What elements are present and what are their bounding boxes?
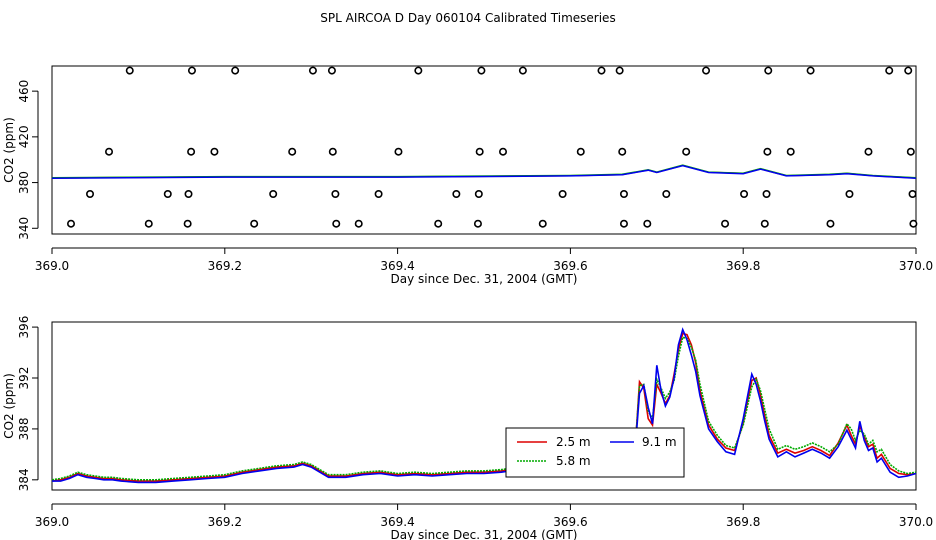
calibration-point bbox=[187, 147, 196, 156]
x-tick-label: 369.4 bbox=[380, 515, 414, 529]
x-tick-label: 369.8 bbox=[726, 259, 760, 273]
y-tick-label: 460 bbox=[17, 80, 31, 103]
series-line bbox=[52, 327, 917, 484]
calibration-point bbox=[806, 66, 815, 75]
calibration-point bbox=[125, 66, 134, 75]
y-tick-label: 388 bbox=[17, 417, 31, 440]
x-axis-label: Day since Dec. 31, 2004 (GMT) bbox=[391, 272, 578, 286]
calibration-point bbox=[908, 190, 917, 199]
calibration-point bbox=[662, 190, 671, 199]
calibration-point bbox=[332, 219, 341, 228]
calibration-point bbox=[331, 190, 340, 199]
y-tick-label: 392 bbox=[17, 367, 31, 390]
plot-frame bbox=[51, 321, 917, 491]
y-tick-label: 384 bbox=[17, 468, 31, 491]
calibration-point bbox=[374, 190, 383, 199]
y-axis-label: CO2 (ppm) bbox=[2, 117, 16, 183]
x-tick-label: 369.8 bbox=[726, 515, 760, 529]
calibration-point bbox=[86, 190, 95, 199]
legend-label: 5.8 m bbox=[556, 454, 591, 468]
ambient-panel: 369.0 369.2 369.4 369.6 369.8 370.0 Day since … bbox=[2, 316, 933, 540]
calibration-point bbox=[105, 147, 114, 156]
legend-box bbox=[505, 427, 685, 478]
calibration-point bbox=[475, 147, 484, 156]
calibration-point bbox=[269, 190, 278, 199]
calibration-point bbox=[474, 190, 483, 199]
calibration-point bbox=[760, 219, 769, 228]
calibration-point bbox=[473, 219, 482, 228]
calibration-point bbox=[250, 219, 259, 228]
calibration-point bbox=[328, 147, 337, 156]
calibration-point bbox=[885, 66, 894, 75]
calibration-point bbox=[682, 147, 691, 156]
x-tick-label: 369.4 bbox=[380, 259, 414, 273]
calibration-point bbox=[67, 219, 76, 228]
y-tick-label: 420 bbox=[17, 125, 31, 148]
calibration-point bbox=[452, 190, 461, 199]
calibration-point bbox=[906, 147, 915, 156]
calibration-point bbox=[762, 190, 771, 199]
calibration-point bbox=[184, 190, 193, 199]
calibration-point bbox=[231, 66, 240, 75]
calibration-point bbox=[414, 66, 423, 75]
calibration-point bbox=[183, 219, 192, 228]
calibration-point bbox=[434, 219, 443, 228]
calibration-point bbox=[845, 190, 854, 199]
ambient-trace bbox=[51, 164, 917, 179]
calibration-point bbox=[618, 147, 627, 156]
calibration-point bbox=[144, 219, 153, 228]
x-tick-label: 369.0 bbox=[35, 515, 69, 529]
calibration-point bbox=[354, 219, 363, 228]
figure-title: SPL AIRCOA D Day 060104 Calibrated Times… bbox=[320, 11, 615, 25]
calibration-point bbox=[702, 66, 711, 75]
plot-frame bbox=[51, 65, 917, 235]
y-tick-label: 340 bbox=[17, 217, 31, 240]
y-tick-label: 396 bbox=[17, 316, 31, 339]
y-axis-label: CO2 (ppm) bbox=[2, 373, 16, 439]
y-tick-label: 380 bbox=[17, 171, 31, 194]
calibration-point bbox=[615, 66, 624, 75]
calibration-point bbox=[909, 219, 918, 228]
calibration-point bbox=[518, 66, 527, 75]
calibration-point bbox=[308, 66, 317, 75]
calibration-point bbox=[763, 147, 772, 156]
calibration-point bbox=[826, 219, 835, 228]
x-tick-label: 369.0 bbox=[35, 259, 69, 273]
calibration-point bbox=[576, 147, 585, 156]
calibration-point bbox=[187, 66, 196, 75]
calibration-point bbox=[538, 219, 547, 228]
calibration-point bbox=[327, 66, 336, 75]
x-tick-label: 369.2 bbox=[208, 515, 242, 529]
calibration-point bbox=[619, 219, 628, 228]
calibration-point bbox=[288, 147, 297, 156]
calibration-point bbox=[740, 190, 749, 199]
calibration-panel: 369.0 369.2 369.4 369.6 369.8 370.0 Day since … bbox=[2, 65, 933, 286]
calibration-point bbox=[477, 66, 486, 75]
calibration-point bbox=[210, 147, 219, 156]
calibration-point bbox=[864, 147, 873, 156]
calibration-point bbox=[499, 147, 508, 156]
calibration-point bbox=[904, 66, 913, 75]
series-line bbox=[51, 336, 917, 481]
x-tick-label: 369.2 bbox=[208, 259, 242, 273]
x-tick-label: 369.6 bbox=[553, 259, 587, 273]
x-tick-label: 370.0 bbox=[899, 515, 933, 529]
calibration-point bbox=[558, 190, 567, 199]
calibration-point bbox=[163, 190, 172, 199]
legend: 2.5 m 5.8 m 9.1 m bbox=[505, 427, 685, 478]
x-axis-label: Day since Dec. 31, 2004 (GMT) bbox=[391, 528, 578, 540]
calibration-point bbox=[597, 66, 606, 75]
calibration-point bbox=[394, 147, 403, 156]
x-tick-label: 370.0 bbox=[899, 259, 933, 273]
calibration-point bbox=[764, 66, 773, 75]
legend-label: 9.1 m bbox=[642, 435, 677, 449]
series-line bbox=[51, 332, 917, 482]
legend-label: 2.5 m bbox=[556, 435, 591, 449]
x-tick-label: 369.6 bbox=[553, 515, 587, 529]
calibration-point bbox=[786, 147, 795, 156]
calibration-point bbox=[643, 219, 652, 228]
calibration-point bbox=[619, 190, 628, 199]
calibration-point bbox=[721, 219, 730, 228]
